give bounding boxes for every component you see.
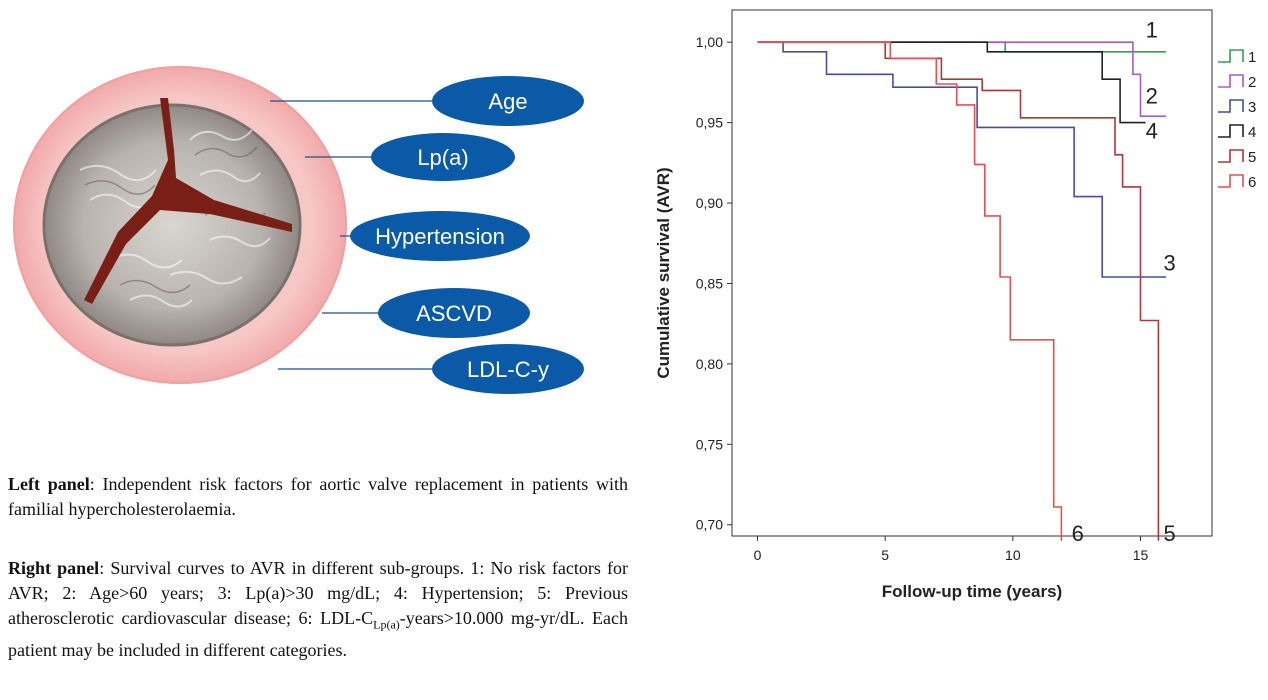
right-panel-caption-heading: Right panel <box>8 558 100 578</box>
right-panel-caption-text-1: : Survival curves to AVR in different su… <box>8 558 628 628</box>
y-tick-label: 0,95 <box>696 115 723 131</box>
curve-label-4: 4 <box>1146 119 1158 144</box>
risk-factor-figure: Age Lp(a) Hypertension ASCVD LDL-C-y <box>13 66 584 394</box>
curve-label-5: 5 <box>1163 521 1175 546</box>
legend-label-5: 5 <box>1248 149 1256 166</box>
left-panel-caption-heading: Left panel <box>8 474 90 494</box>
x-tick-label: 15 <box>1133 547 1149 563</box>
y-tick-label: 1,00 <box>696 34 723 50</box>
y-tick-label: 0,90 <box>696 195 723 211</box>
legend-label-2: 2 <box>1248 74 1256 91</box>
y-tick-label: 0,75 <box>696 436 723 452</box>
survival-curve-3 <box>757 41 1166 278</box>
oval-ldl-label: LDL-C-y <box>467 357 549 382</box>
y-tick-label: 0,70 <box>696 517 723 533</box>
oval-ascvd: ASCVD <box>378 288 530 338</box>
y-tick-label: 0,80 <box>696 356 723 372</box>
right-panel-caption-text-2: -years>10.000 mg-yr/dL. Each patient may… <box>8 608 628 660</box>
x-tick-label: 5 <box>881 547 889 563</box>
left-panel-caption: Left panel: Independent risk factors for… <box>8 472 628 522</box>
oval-age: Age <box>432 76 584 126</box>
oval-ascvd-label: ASCVD <box>416 301 492 326</box>
legend-swatch-2 <box>1218 74 1244 88</box>
km-survival-chart: 0,700,750,800,850,900,951,00 0 5 10 15 1234… <box>654 9 1256 601</box>
oval-hypertension-label: Hypertension <box>375 224 505 249</box>
legend-label-3: 3 <box>1248 99 1256 116</box>
legend-label-4: 4 <box>1248 124 1256 141</box>
x-tick-label: 0 <box>754 547 762 563</box>
right-panel-caption-sub: Lp(a) <box>373 617 400 632</box>
curve-label-1: 1 <box>1146 17 1158 42</box>
legend-label-6: 6 <box>1248 174 1256 191</box>
x-axis: 0 5 10 15 <box>754 536 1149 563</box>
oval-lpa: Lp(a) <box>371 133 515 181</box>
y-axis: 0,70 0,75 0,80 0,85 0,90 0,95 1,00 <box>696 34 732 533</box>
legend-swatch-5 <box>1218 149 1244 163</box>
y-tick-label: 0,85 <box>696 275 723 291</box>
curve-end-labels: 1 2 3 4 5 6 <box>1072 17 1176 545</box>
survival-curve-2 <box>757 41 1166 117</box>
right-panel-caption: Right panel: Survival curves to AVR in d… <box>8 556 628 663</box>
y-axis-title: Cumulative survival (AVR) <box>654 167 673 378</box>
left-panel-caption-text: : Independent risk factors for aortic va… <box>8 474 629 519</box>
legend-swatch-4 <box>1218 124 1244 138</box>
x-tick-label: 10 <box>1005 547 1021 563</box>
survival-curve-6 <box>757 41 1063 541</box>
legend-label-1: 1 <box>1248 49 1256 66</box>
valve-icon <box>13 66 347 384</box>
curve-label-2: 2 <box>1146 83 1158 108</box>
plot-frame <box>731 9 1213 537</box>
oval-age-label: Age <box>488 89 527 114</box>
survival-curve-4 <box>757 41 1146 124</box>
oval-ldl: LDL-C-y <box>432 344 584 394</box>
x-axis-title: Follow-up time (years) <box>882 582 1062 601</box>
oval-lpa-label: Lp(a) <box>417 145 468 170</box>
curve-label-3: 3 <box>1163 251 1175 276</box>
legend-swatch-6 <box>1218 174 1244 188</box>
oval-hypertension: Hypertension <box>350 211 530 261</box>
legend-swatch-1 <box>1218 49 1244 63</box>
legend-swatch-3 <box>1218 99 1244 113</box>
survival-curves <box>757 41 1166 541</box>
legend: 1 2 3 4 5 6 <box>1218 49 1256 191</box>
curve-label-6: 6 <box>1072 521 1084 546</box>
